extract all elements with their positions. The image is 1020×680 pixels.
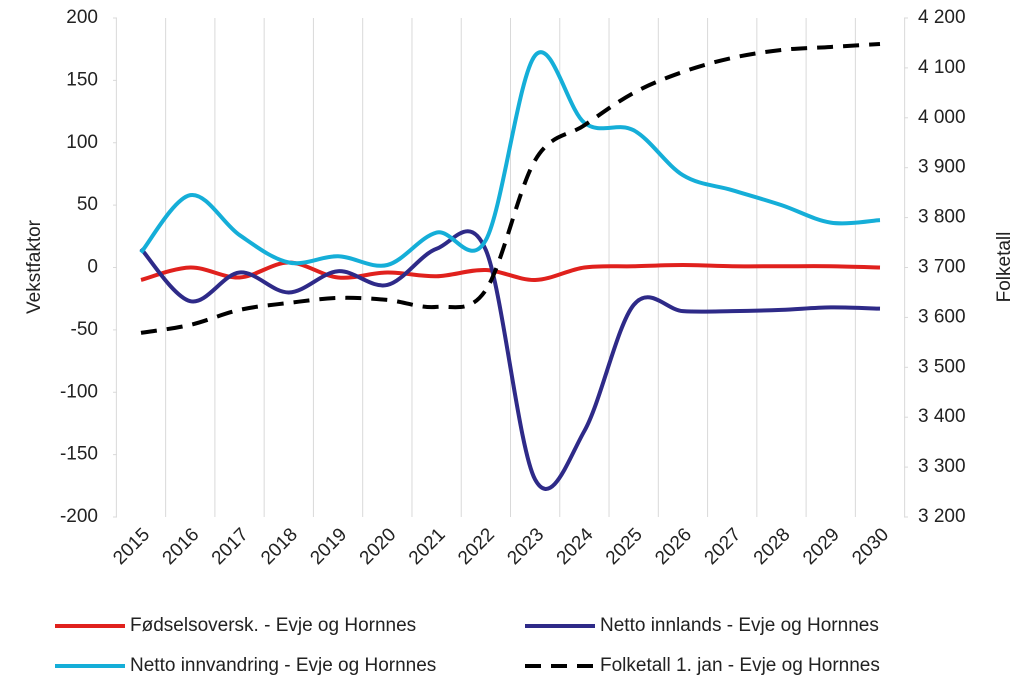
y-tick-label: 100: [66, 132, 98, 153]
x-tick-label: 2020: [356, 524, 401, 569]
y2-tick-label: 4 200: [918, 7, 966, 28]
series-line: [140, 260, 881, 282]
x-tick-label: 2022: [454, 524, 499, 569]
x-tick-label: 2023: [503, 524, 548, 569]
x-tick-label: 2026: [651, 524, 696, 569]
x-tick-label: 2016: [159, 524, 204, 569]
x-tick-label: 2021: [405, 524, 450, 569]
legend-label: Netto innvandring - Evje og Hornnes: [130, 655, 436, 676]
y2-tick-label: 4 000: [918, 107, 966, 128]
x-tick-label: 2029: [799, 524, 844, 569]
y-tick-label: 50: [77, 194, 98, 215]
series-line: [139, 50, 881, 268]
x-tick-label: 2015: [109, 524, 154, 569]
y2-tick-label: 3 700: [918, 257, 966, 278]
x-tick-label: 2017: [208, 524, 253, 569]
series-line: [140, 41, 881, 335]
legend-label: Folketall 1. jan - Evje og Hornnes: [600, 655, 880, 676]
y-tick-label: 0: [87, 257, 98, 278]
x-tick-label: 2025: [602, 524, 647, 569]
y2-tick-label: 3 500: [918, 356, 966, 377]
x-tick-label: 2019: [306, 524, 351, 569]
legend-label: Fødselsoversk. - Evje og Hornnes: [130, 615, 416, 636]
y2-tick-label: 3 300: [918, 456, 966, 477]
x-tick-label: 2018: [257, 524, 302, 569]
y-tick-label: 200: [66, 7, 98, 28]
x-tick-label: 2030: [848, 524, 893, 569]
y2-tick-label: 3 900: [918, 157, 966, 178]
y2-tick-label: 3 800: [918, 207, 966, 228]
y2-tick-label: 3 200: [918, 506, 966, 527]
y2-tick-label: 4 100: [918, 57, 966, 78]
y-axis-label: Vekstfaktor: [24, 219, 45, 314]
x-tick-label: 2028: [750, 524, 795, 569]
y2-axis-label: Folketall: [994, 232, 1015, 303]
y-tick-label: -50: [71, 319, 98, 340]
y2-tick-label: 3 400: [918, 406, 966, 427]
x-tick-label: 2027: [701, 524, 746, 569]
series-line: [139, 229, 881, 491]
y2-tick-label: 3 600: [918, 306, 966, 327]
legend-label: Netto innlands - Evje og Hornnes: [600, 615, 879, 636]
y-tick-label: -150: [60, 444, 98, 465]
y-tick-label: 150: [66, 69, 98, 90]
y-tick-label: -200: [60, 506, 98, 527]
y-tick-label: -100: [60, 381, 98, 402]
x-tick-label: 2024: [553, 524, 598, 569]
